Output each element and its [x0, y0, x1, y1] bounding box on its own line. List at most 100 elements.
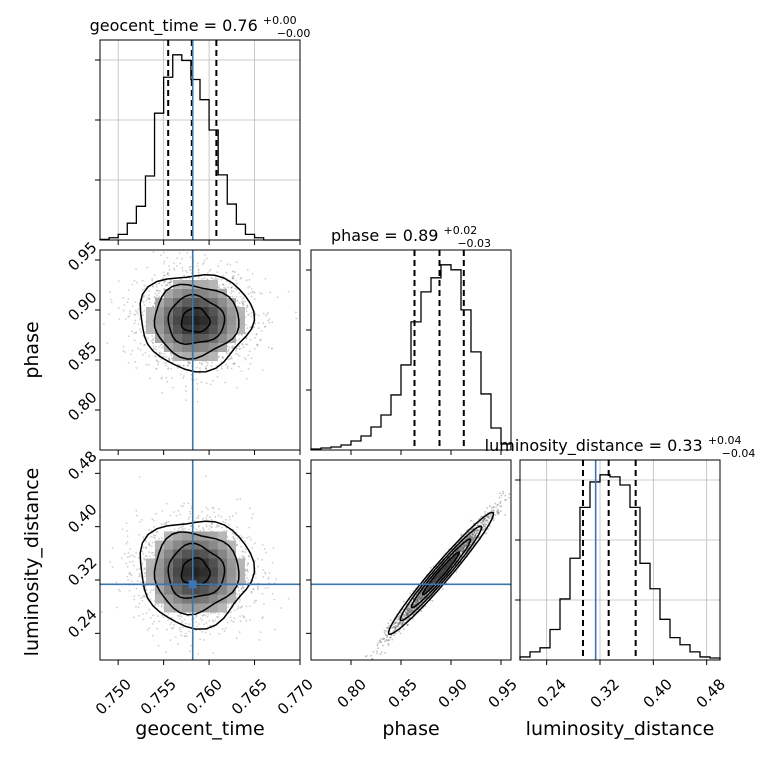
geocent-time-vs-luminosity-distance-sample-point — [139, 572, 141, 575]
geocent-time-vs-luminosity-distance-sample-point — [210, 612, 213, 615]
geocent-time-vs-luminosity-distance-sample-point — [238, 539, 241, 542]
geocent-time-vs-luminosity-distance-sample-point — [275, 578, 277, 581]
geocent-time-vs-luminosity-distance-sample-point — [127, 579, 129, 581]
geocent-time-vs-luminosity-distance-sample-point — [155, 531, 158, 534]
geocent-time-vs-phase-sample-point — [144, 343, 146, 346]
geocent-time-vs-luminosity-distance-sample-point — [143, 581, 146, 584]
geocent-time-vs-phase-density-cell — [181, 334, 191, 343]
geocent-time-vs-phase-sample-point — [248, 313, 251, 316]
geocent-time-vs-phase-sample-point — [153, 274, 156, 276]
geocent-time-vs-luminosity-distance-density-cell — [163, 603, 173, 613]
geocent-time-vs-phase-density-cell — [226, 325, 236, 334]
geocent-time-vs-phase-sample-point — [222, 274, 225, 277]
geocent-time-vs-phase-sample-point — [221, 283, 224, 286]
geocent-time-vs-phase-sample-point — [233, 363, 235, 365]
geocent-time-vs-luminosity-distance-sample-point — [251, 547, 254, 549]
geocent-time-vs-luminosity-distance-sample-point — [154, 512, 157, 515]
geocent-time-vs-luminosity-distance-sample-point — [180, 504, 183, 507]
geocent-time-vs-phase-sample-point — [268, 322, 271, 324]
geocent-time-vs-luminosity-distance-sample-point — [205, 517, 208, 519]
geocent-time-vs-luminosity-distance-sample-point — [127, 552, 130, 554]
geocent-time-vs-luminosity-distance-sample-point — [141, 600, 144, 602]
geocent-time-vs-luminosity-distance-sample-point — [224, 627, 227, 630]
geocent-time-vs-luminosity-distance-sample-point — [156, 627, 158, 630]
geocent-time-vs-phase-sample-point — [242, 296, 245, 299]
geocent-time-vs-phase-sample-point — [135, 268, 138, 270]
geocent-time-vs-phase-sample-point — [221, 356, 224, 359]
geocent-time-vs-phase-sample-point — [183, 375, 185, 377]
geocent-time-vs-phase-sample-point — [188, 277, 191, 280]
luminosity-distance-marginal-frame — [519, 459, 721, 661]
geocent-time-vs-phase-sample-point — [231, 270, 234, 273]
geocent-time-vs-phase-sample-point — [245, 343, 247, 346]
geocent-time-vs-luminosity-distance-density-cell — [217, 567, 227, 577]
geocent-time-vs-phase-sample-point — [222, 357, 225, 360]
geocent-time-vs-phase-sample-point — [173, 269, 176, 271]
geocent-time-vs-luminosity-distance-density-cell — [208, 540, 218, 550]
geocent-time-vs-phase-sample-point — [205, 257, 208, 260]
geocent-time-vs-phase-sample-point — [182, 364, 185, 367]
geocent-time-vs-phase-sample-point — [250, 292, 252, 294]
geocent-time-vs-luminosity-distance-sample-point — [205, 524, 208, 526]
geocent-time-vs-phase-sample-point — [218, 284, 221, 287]
geocent-time-vs-luminosity-distance-sample-point — [224, 521, 227, 524]
geocent-time-vs-luminosity-distance-sample-point — [125, 562, 128, 565]
geocent-time-vs-phase-sample-point — [223, 287, 225, 289]
geocent-time-vs-phase-sample-point — [215, 364, 218, 367]
geocent-time-vs-phase-sample-point — [167, 367, 170, 369]
geocent-time-vs-luminosity-distance-sample-point — [274, 628, 277, 631]
geocent-time-vs-luminosity-distance-sample-point — [199, 638, 202, 641]
geocent-time-vs-luminosity-distance-sample-point — [152, 554, 155, 557]
geocent-time-vs-phase-sample-point — [158, 353, 161, 355]
geocent-time-vs-luminosity-distance-sample-point — [194, 629, 197, 632]
geocent-time-vs-luminosity-distance-sample-point — [153, 620, 156, 623]
geocent-time-vs-phase-sample-point — [227, 348, 230, 351]
geocent-time-vs-luminosity-distance-sample-point — [201, 619, 204, 622]
geocent-time-vs-phase-sample-point — [200, 362, 203, 365]
geocent-time-vs-phase-sample-point — [185, 399, 187, 401]
geocent-time-vs-phase-sample-point — [163, 353, 166, 355]
geocent-time-vs-phase-sample-point — [239, 295, 242, 298]
geocent-time-vs-phase-sample-point — [159, 290, 161, 293]
geocent-time-vs-luminosity-distance-sample-point — [214, 619, 217, 622]
geocent-time-vs-phase-sample-point — [158, 352, 161, 355]
geocent-time-vs-luminosity-distance-sample-point — [212, 620, 215, 623]
geocent-time-vs-luminosity-distance-density-cell — [226, 567, 236, 577]
geocent-time-vs-phase-sample-point — [133, 279, 136, 282]
geocent-time-vs-luminosity-distance-sample-point — [151, 541, 154, 544]
geocent-time-vs-phase-sample-point — [241, 300, 244, 303]
geocent-time-vs-phase-sample-point — [205, 368, 208, 371]
geocent-time-vs-luminosity-distance-density-cell — [172, 567, 182, 577]
geocent-time-vs-luminosity-distance-sample-point — [171, 628, 174, 630]
geocent-time-vs-phase-sample-point — [227, 286, 230, 289]
geocent-time-vs-luminosity-distance-sample-point — [258, 639, 261, 641]
geocent-time-vs-luminosity-distance-sample-point — [264, 571, 266, 574]
geocent-time-vs-phase-sample-point — [163, 362, 166, 364]
geocent-time-vs-phase-sample-point — [238, 334, 240, 336]
geocent-time-vs-luminosity-distance-sample-point — [115, 606, 118, 609]
geocent-time-vs-phase-sample-point — [106, 342, 109, 345]
geocent-time-vs-phase-sample-point — [238, 345, 240, 348]
geocent-time-vs-luminosity-distance-sample-point — [261, 592, 264, 595]
geocent-time-vs-luminosity-distance-sample-point — [126, 541, 129, 543]
geocent-time-vs-phase-sample-point — [161, 343, 163, 346]
geocent-time-vs-luminosity-distance-sample-point — [271, 561, 274, 564]
geocent-time-vs-luminosity-distance-sample-point — [208, 525, 211, 527]
geocent-time-vs-phase-sample-point — [143, 284, 146, 287]
geocent-time-vs-phase-sample-point — [189, 265, 192, 268]
geocent-time-vs-phase-sample-point — [137, 347, 139, 350]
geocent-time-vs-phase-sample-point — [164, 274, 166, 277]
geocent-time-vs-phase-sample-point — [141, 314, 144, 316]
geocent-time-marginal-histogram-step — [99, 54, 300, 241]
geocent-time-vs-phase-sample-point — [259, 292, 261, 294]
geocent-time-vs-phase-sample-point — [110, 301, 113, 303]
geocent-time-vs-phase-sample-point — [232, 277, 235, 280]
geocent-time-vs-luminosity-distance-sample-point — [133, 564, 135, 567]
geocent-time-vs-luminosity-distance-sample-point — [143, 575, 146, 578]
geocent-time-vs-phase-sample-point — [240, 333, 243, 336]
geocent-time-vs-luminosity-distance-sample-point — [179, 626, 182, 629]
geocent-time-vs-luminosity-distance-sample-point — [208, 528, 211, 530]
geocent-time-vs-phase-sample-point — [168, 359, 171, 361]
geocent-time-vs-phase-sample-point — [245, 358, 247, 361]
geocent-time-vs-phase-sample-point — [168, 358, 171, 361]
